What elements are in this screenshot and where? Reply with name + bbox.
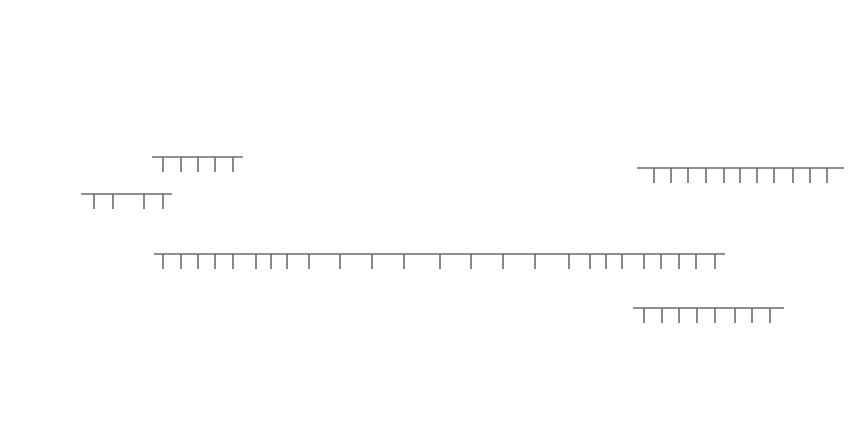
tick-group-2 (81, 193, 172, 209)
tick-group-1 (152, 156, 243, 172)
tick-group-5 (633, 307, 784, 323)
tick-group-3 (154, 253, 725, 269)
tick-group-4 (637, 167, 844, 183)
